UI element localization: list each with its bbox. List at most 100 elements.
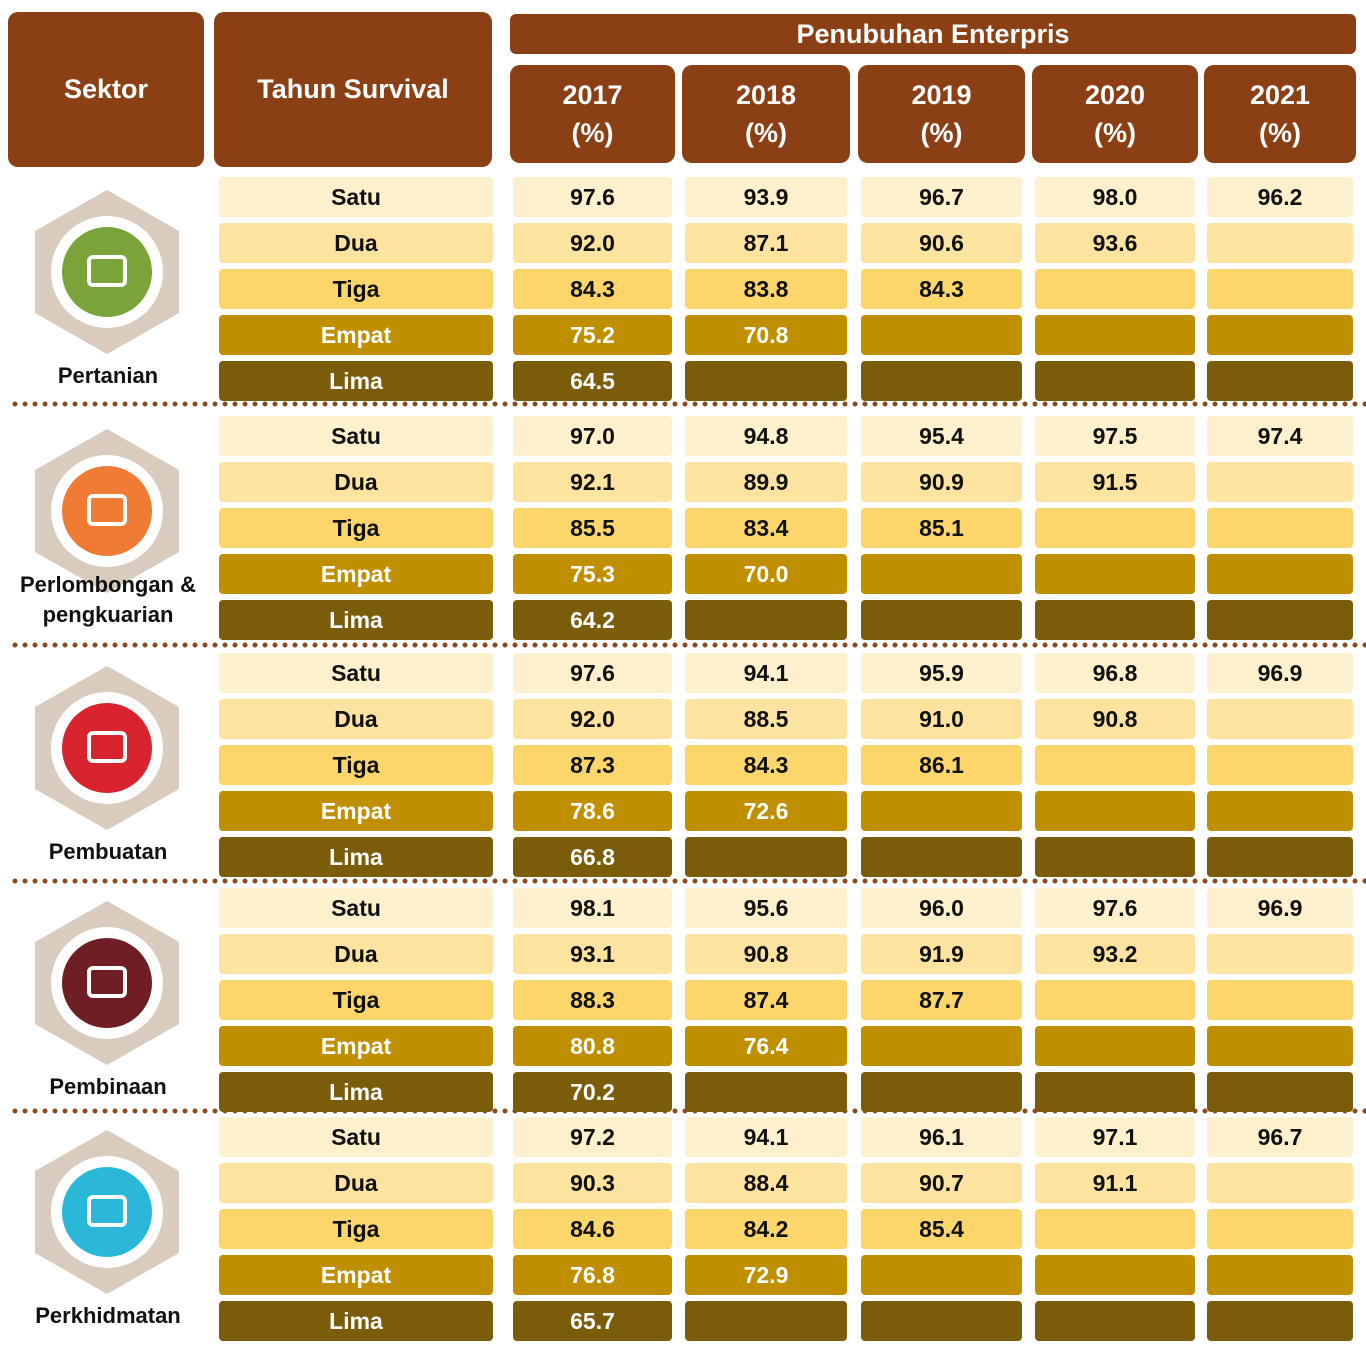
empty-cell	[861, 791, 1022, 831]
empty-cell	[861, 600, 1022, 640]
sector-name: Perlombongan & pengkuarian	[19, 572, 196, 627]
value-cell: 96.2	[1207, 177, 1353, 217]
value-cell: 89.9	[685, 462, 847, 502]
empty-cell	[1207, 223, 1353, 263]
value-cell: 70.0	[685, 554, 847, 594]
sector-icon	[35, 666, 179, 830]
empty-cell	[685, 1072, 847, 1112]
year-header: 2021 (%)	[1204, 65, 1356, 163]
value-cell: 97.0	[513, 416, 672, 456]
value-cell: 88.5	[685, 699, 847, 739]
value-cell: 90.7	[861, 1163, 1022, 1203]
value-cell: 94.1	[685, 653, 847, 693]
survival-label: Tiga	[219, 745, 493, 785]
value-cell: 66.8	[513, 837, 672, 877]
empty-cell	[1035, 1255, 1195, 1295]
sector-name: Pembuatan	[48, 839, 168, 864]
survival-label: Dua	[219, 699, 493, 739]
value-cell: 93.9	[685, 177, 847, 217]
header-sector: Sektor	[8, 12, 204, 167]
year: 2017	[562, 80, 623, 110]
empty-cell	[1207, 745, 1353, 785]
value-cell: 91.0	[861, 699, 1022, 739]
unit: (%)	[571, 118, 614, 148]
survival-label: Satu	[219, 653, 493, 693]
survival-label: Lima	[219, 361, 493, 401]
empty-cell	[1035, 1072, 1195, 1112]
empty-cell	[1035, 1026, 1195, 1066]
value-cell: 87.4	[685, 980, 847, 1020]
value-cell: 92.0	[513, 223, 672, 263]
value-cell: 87.3	[513, 745, 672, 785]
value-cell: 85.5	[513, 508, 672, 548]
value-cell: 87.7	[861, 980, 1022, 1020]
value-cell: 64.2	[513, 600, 672, 640]
empty-cell	[1035, 361, 1195, 401]
year-header: 2018 (%)	[682, 65, 850, 163]
value-cell: 98.0	[1035, 177, 1195, 217]
value-cell: 90.3	[513, 1163, 672, 1203]
value-cell: 97.6	[513, 177, 672, 217]
empty-cell	[861, 1255, 1022, 1295]
empty-cell	[861, 315, 1022, 355]
value-cell: 96.9	[1207, 653, 1353, 693]
survival-label: Lima	[219, 600, 493, 640]
empty-cell	[1207, 791, 1353, 831]
empty-cell	[861, 837, 1022, 877]
value-cell: 75.3	[513, 554, 672, 594]
value-cell: 94.8	[685, 416, 847, 456]
value-cell: 92.0	[513, 699, 672, 739]
sector-name: Pertanian	[57, 363, 159, 388]
year-header: 2020 (%)	[1032, 65, 1198, 163]
value-cell: 70.2	[513, 1072, 672, 1112]
empty-cell	[685, 837, 847, 877]
value-cell: 64.5	[513, 361, 672, 401]
value-cell: 88.4	[685, 1163, 847, 1203]
survival-label: Empat	[219, 1026, 493, 1066]
empty-cell	[1207, 1163, 1353, 1203]
empty-cell	[1035, 1209, 1195, 1249]
empty-cell	[685, 600, 847, 640]
value-cell: 94.1	[685, 1117, 847, 1157]
empty-cell	[685, 361, 847, 401]
value-cell: 97.2	[513, 1117, 672, 1157]
value-cell: 97.6	[513, 653, 672, 693]
empty-cell	[1035, 600, 1195, 640]
survival-label: Satu	[219, 1117, 493, 1157]
value-cell: 80.8	[513, 1026, 672, 1066]
value-cell: 72.6	[685, 791, 847, 831]
empty-cell	[861, 554, 1022, 594]
year: 2021	[1249, 80, 1311, 110]
empty-cell	[1035, 554, 1195, 594]
empty-cell	[1035, 745, 1195, 785]
empty-cell	[1035, 269, 1195, 309]
value-cell: 91.1	[1035, 1163, 1195, 1203]
value-cell: 83.4	[685, 508, 847, 548]
empty-cell	[1207, 1072, 1353, 1112]
sector-icon	[35, 901, 179, 1065]
survival-label: Dua	[219, 1163, 493, 1203]
survival-label: Dua	[219, 462, 493, 502]
value-cell: 65.7	[513, 1301, 672, 1341]
empty-cell	[1035, 1301, 1195, 1341]
value-cell: 96.0	[861, 888, 1022, 928]
value-cell: 93.2	[1035, 934, 1195, 974]
survival-label: Lima	[219, 1072, 493, 1112]
value-cell: 97.1	[1035, 1117, 1195, 1157]
empty-cell	[1207, 600, 1353, 640]
survival-label: Lima	[219, 1301, 493, 1341]
sector-icon	[35, 429, 179, 593]
value-cell: 85.1	[861, 508, 1022, 548]
value-cell: 98.1	[513, 888, 672, 928]
empty-cell	[1035, 837, 1195, 877]
empty-cell	[1207, 269, 1353, 309]
divider	[10, 642, 1366, 648]
empty-cell	[1207, 1301, 1353, 1341]
empty-cell	[861, 1072, 1022, 1112]
empty-cell	[1207, 1255, 1353, 1295]
empty-cell	[1207, 980, 1353, 1020]
unit: (%)	[745, 118, 787, 148]
survival-label: Empat	[219, 1255, 493, 1295]
value-cell: 96.1	[861, 1117, 1022, 1157]
value-cell: 90.8	[1035, 699, 1195, 739]
